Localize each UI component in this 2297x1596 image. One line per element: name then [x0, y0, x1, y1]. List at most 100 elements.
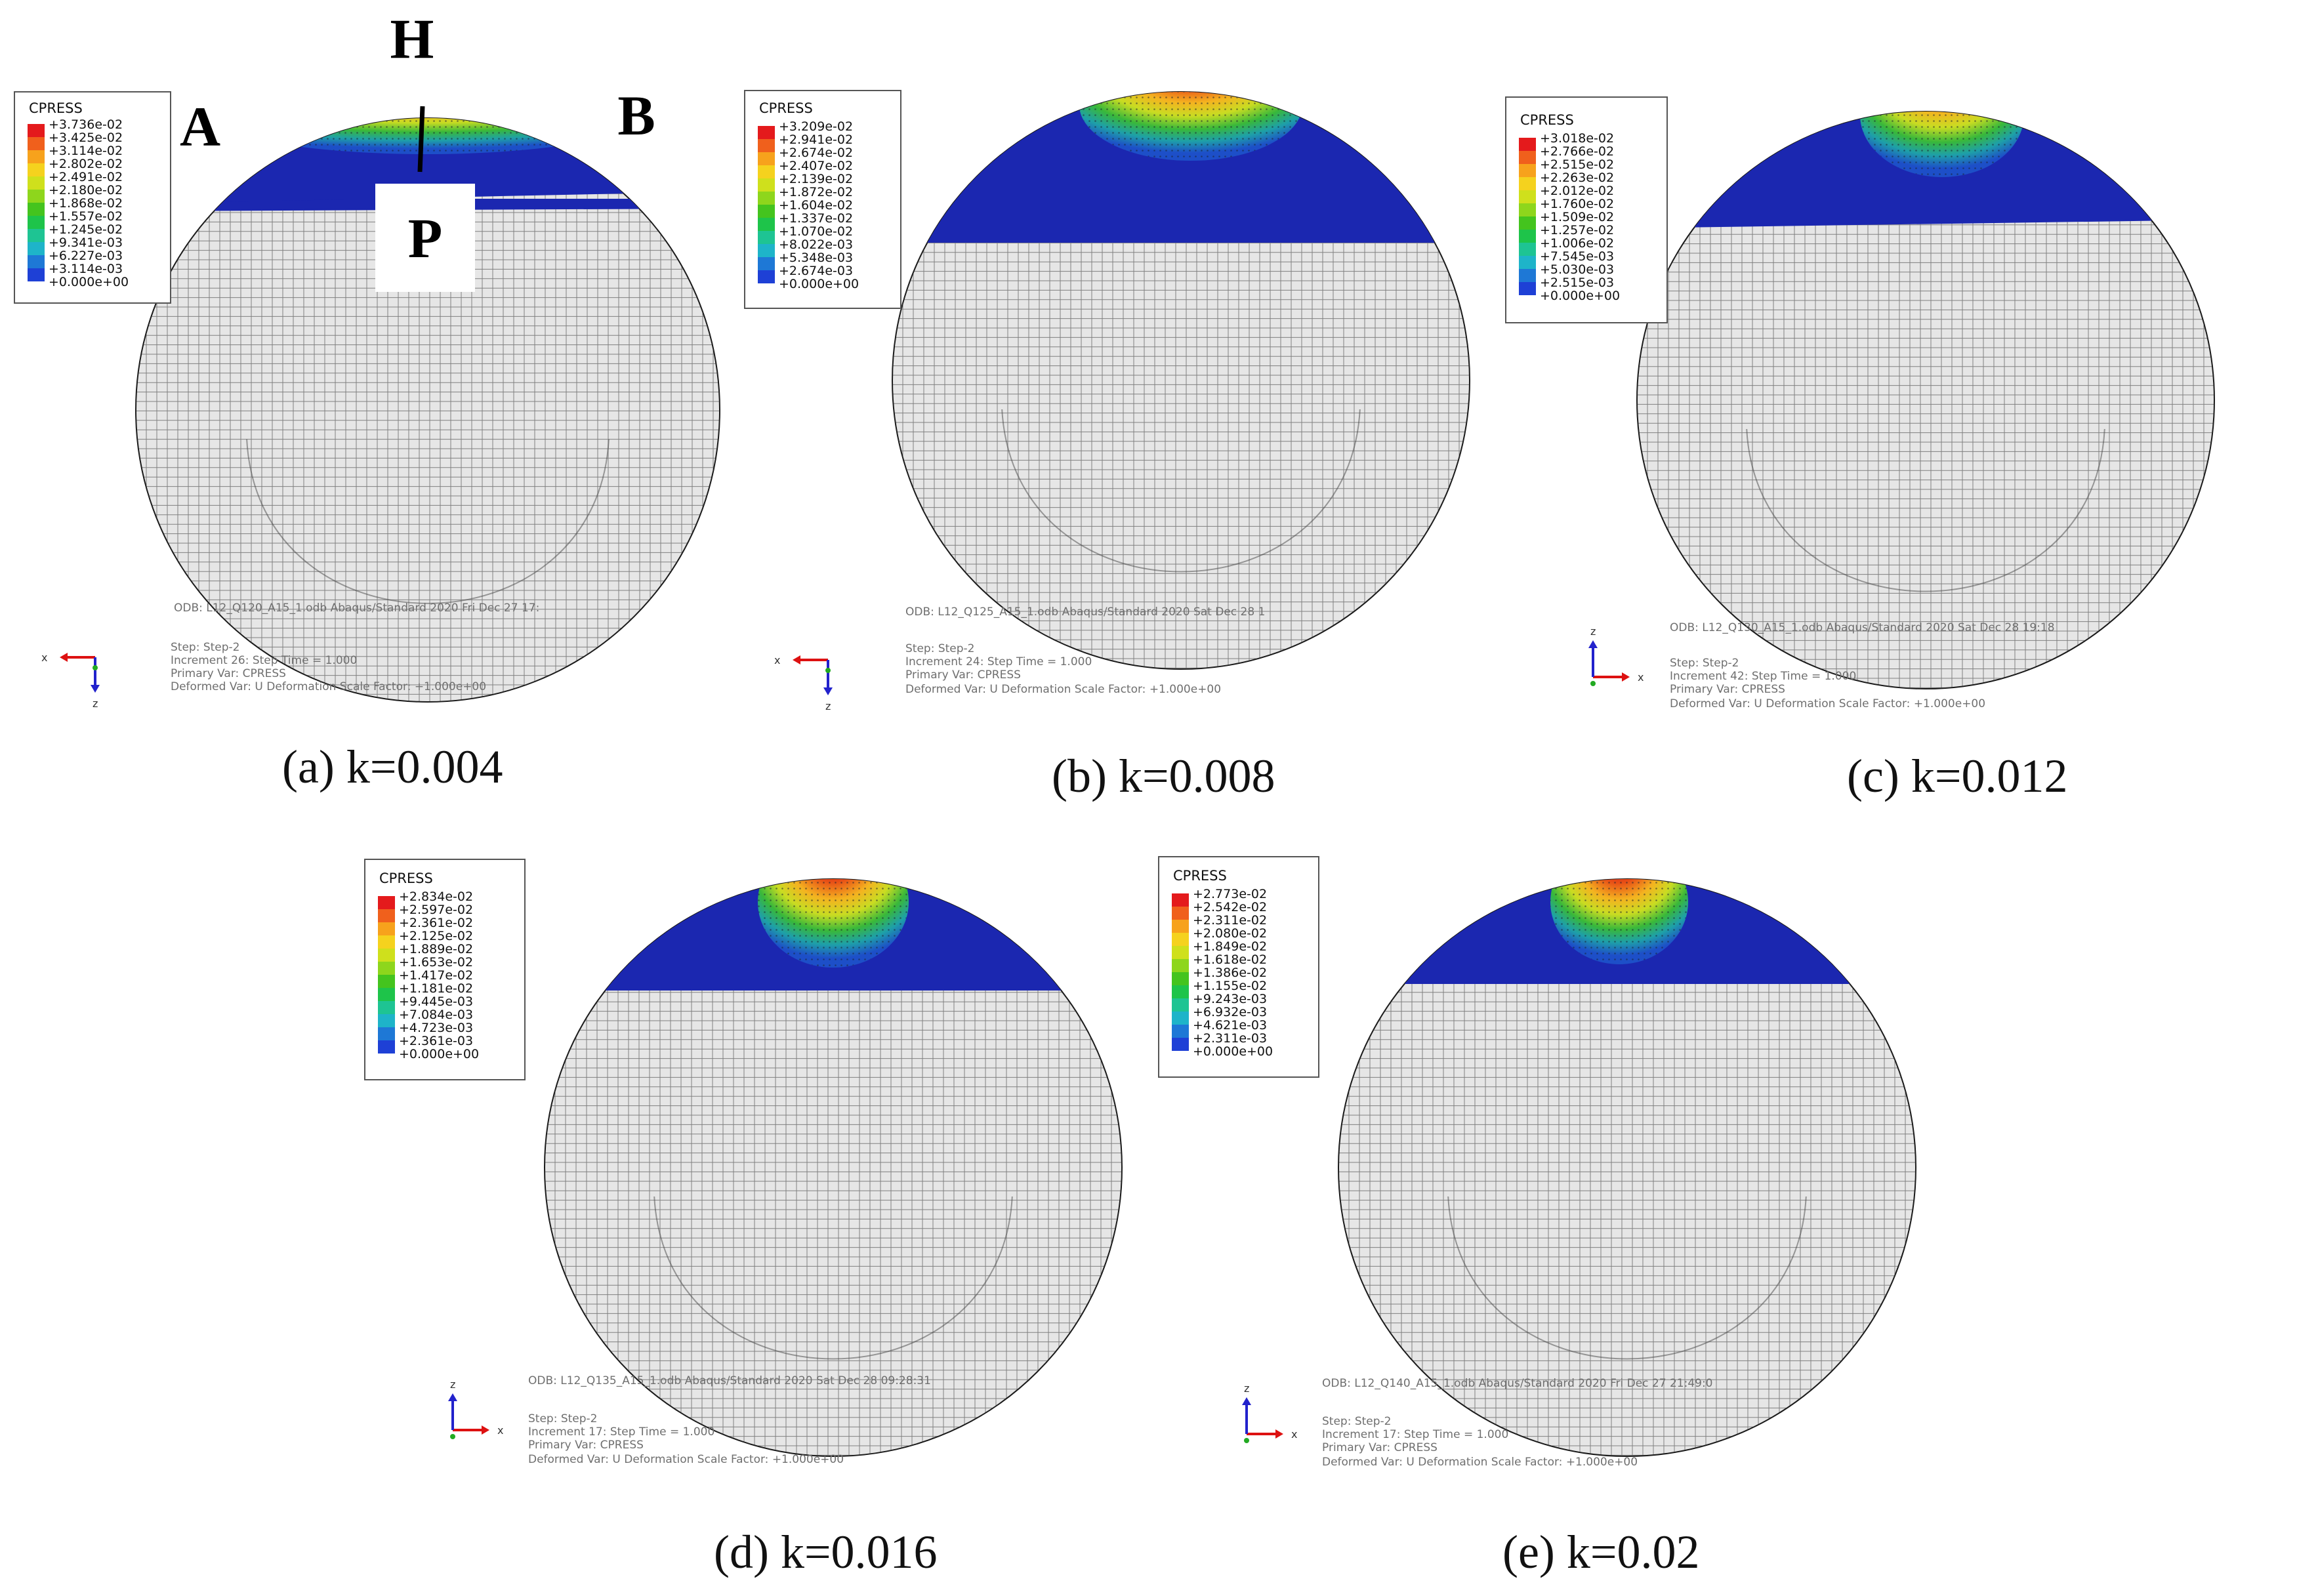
legend-swatch	[1519, 216, 1536, 230]
legend-value: +1.181e-02	[399, 981, 473, 996]
info-primary: Primary Var: CPRESS	[1670, 683, 1785, 696]
legend-value: +9.341e-03	[49, 235, 123, 250]
panel-b	[892, 91, 1470, 670]
info-step: Step: Step-2	[905, 642, 975, 655]
p-label-box	[375, 184, 475, 292]
legend-value: +1.760e-02	[1540, 197, 1614, 211]
info-odb: ODB: L12_Q140_A15_1.odb Abaqus/Standard …	[1322, 1377, 1713, 1390]
legend-value: +1.653e-02	[399, 955, 473, 970]
legend-swatch	[28, 268, 45, 281]
legend-swatch	[28, 124, 45, 137]
legend-swatch	[1172, 959, 1189, 972]
legend-value: +4.723e-03	[399, 1021, 473, 1035]
legend-value: +0.000e+00	[779, 277, 859, 291]
panel-c	[1636, 111, 2215, 689]
legend-value: +3.425e-02	[49, 131, 123, 145]
triad-z-label: z	[450, 1378, 455, 1391]
legend-swatch	[378, 949, 395, 962]
caption-d: (d) k=0.016	[714, 1526, 938, 1578]
info-deformed: Deformed Var: U Deformation Scale Factor…	[905, 683, 1221, 696]
legend-value: +2.012e-02	[1540, 184, 1614, 198]
legend-swatch	[1519, 269, 1536, 282]
triad-origin	[1590, 681, 1596, 686]
legend-value: +5.348e-03	[779, 251, 853, 265]
triad-x-arrow	[482, 1425, 489, 1435]
info-deformed: Deformed Var: U Deformation Scale Factor…	[528, 1453, 844, 1466]
legend-value: +1.557e-02	[49, 209, 123, 224]
legend-swatch	[758, 205, 775, 218]
info-step: Step: Step-2	[528, 1412, 598, 1425]
mesh-transition-arc	[1447, 1196, 1807, 1360]
legend-value: +1.257e-02	[1540, 223, 1614, 237]
triad-x-arrow	[60, 653, 68, 662]
legend-swatch	[1172, 985, 1189, 998]
legend-value: +2.542e-02	[1193, 900, 1267, 914]
legend-swatch	[1519, 164, 1536, 177]
legend-a: CPRESS +3.736e-02+3.425e-02+3.114e-02+2.…	[14, 91, 171, 304]
legend-value: +1.155e-02	[1193, 979, 1267, 993]
info-odb: ODB: L12_Q130_A15_1.odb Abaqus/Standard …	[1670, 621, 2055, 634]
legend-swatch	[758, 231, 775, 244]
info-deformed: Deformed Var: U Deformation Scale Factor…	[171, 680, 486, 693]
info-increment: Increment 24: Step Time = 1.000	[905, 655, 1092, 668]
legend-scale: +2.834e-02+2.597e-02+2.361e-02+2.125e-02…	[378, 890, 479, 1061]
legend-swatch	[378, 922, 395, 935]
legend-value: +1.386e-02	[1193, 966, 1267, 980]
label-a: A	[180, 95, 220, 158]
triad-c: x z	[1588, 625, 1644, 686]
legend-swatch	[28, 216, 45, 229]
legend-value: +1.417e-02	[399, 968, 473, 983]
mesh-grid	[892, 92, 1470, 669]
legend-swatch	[1519, 138, 1536, 151]
info-b: ODB: L12_Q125_A15_1.odb Abaqus/Standard …	[905, 605, 1265, 696]
info-increment: Increment 17: Step Time = 1.000	[1322, 1428, 1508, 1441]
mesh-transition-arc	[1746, 428, 2105, 592]
legend-value: +1.509e-02	[1540, 210, 1614, 224]
legend-swatch	[28, 150, 45, 163]
legend-value: +3.114e-02	[49, 144, 123, 158]
info-step: Step: Step-2	[171, 641, 240, 654]
legend-value: +2.941e-02	[779, 133, 853, 147]
height-line	[417, 106, 425, 173]
legend-value: +8.022e-03	[779, 237, 853, 252]
legend-swatch	[1519, 190, 1536, 203]
legend-value: +2.515e-02	[1540, 157, 1614, 172]
triad-z-arrow	[1242, 1397, 1251, 1405]
legend-swatch	[28, 203, 45, 216]
legend-title: CPRESS	[29, 100, 83, 116]
mesh-grid	[1338, 879, 1916, 1456]
legend-swatch	[378, 975, 395, 988]
legend-swatch	[758, 139, 775, 152]
legend-value: +7.545e-03	[1540, 249, 1614, 264]
legend-scale: +3.736e-02+3.425e-02+3.114e-02+2.802e-02…	[28, 117, 129, 289]
triad-x-label: x	[497, 1424, 503, 1437]
triad-origin	[825, 668, 831, 673]
triad-x-arrow	[1622, 672, 1630, 682]
triad-b: x z	[774, 654, 833, 712]
info-deformed: Deformed Var: U Deformation Scale Factor…	[1322, 1456, 1638, 1469]
legend-title: CPRESS	[759, 100, 813, 116]
legend-value: +7.084e-03	[399, 1008, 473, 1022]
legend-scale: +3.209e-02+2.941e-02+2.674e-02+2.407e-02…	[758, 119, 859, 291]
info-deformed: Deformed Var: U Deformation Scale Factor…	[1670, 697, 1985, 710]
legend-d: CPRESS +2.834e-02+2.597e-02+2.361e-02+2.…	[364, 859, 526, 1080]
legend-swatch	[28, 176, 45, 190]
caption-c: (c) k=0.012	[1847, 750, 2068, 802]
legend-value: +3.209e-02	[779, 119, 853, 134]
legend-value: +1.872e-02	[779, 185, 853, 199]
triad-x-arrow	[1275, 1429, 1283, 1439]
legend-value: +6.932e-03	[1193, 1005, 1267, 1019]
legend-swatch	[1172, 946, 1189, 959]
legend-swatch	[758, 257, 775, 270]
triad-e: x z	[1242, 1382, 1297, 1443]
legend-value: +3.736e-02	[49, 117, 123, 132]
legend-swatch	[378, 935, 395, 949]
legend-swatch	[758, 270, 775, 283]
legend-value: +1.245e-02	[49, 222, 123, 237]
legend-swatch	[1172, 893, 1189, 907]
legend-value: +2.802e-02	[49, 157, 123, 171]
pressure-hotspot-nodes	[1550, 879, 1688, 964]
info-primary: Primary Var: CPRESS	[1322, 1441, 1438, 1454]
legend-e: CPRESS +2.773e-02+2.542e-02+2.311e-02+2.…	[1158, 856, 1319, 1078]
caption-e: (e) k=0.02	[1502, 1526, 1700, 1578]
